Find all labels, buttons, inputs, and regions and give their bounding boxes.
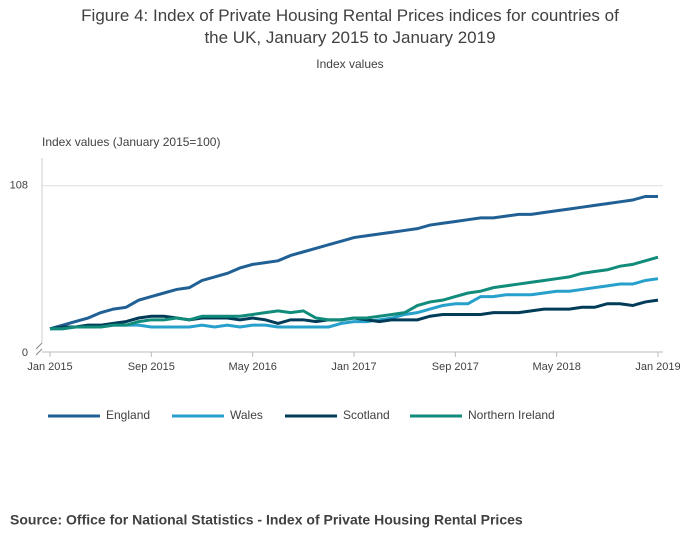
source: Source: Office for National Statistics -… <box>10 512 523 528</box>
axis-break <box>35 342 43 356</box>
chart-subtitle: Index values <box>316 57 383 71</box>
legend-label: Scotland <box>343 408 390 422</box>
legend-label: Wales <box>230 408 263 422</box>
legend-label: Northern Ireland <box>468 408 555 422</box>
line <box>50 277 659 331</box>
legend-label: England <box>106 408 150 422</box>
x-tick-label: Jan 2019 <box>635 361 680 373</box>
x-tick-label: May 2016 <box>229 361 277 373</box>
line <box>49 194 658 331</box>
x-tick-label: Jan 2017 <box>331 361 376 373</box>
x-tick-label: Sep 2017 <box>432 361 479 373</box>
x-tick-label: Jan 2015 <box>27 361 72 373</box>
x-tick-label: May 2018 <box>533 361 581 373</box>
line <box>50 255 659 331</box>
y-tick-label: 108 <box>10 180 28 192</box>
chart-title: Figure 4: Index of Private Housing Renta… <box>81 6 619 47</box>
y-axis-title: Index values (January 2015=100) <box>42 135 220 149</box>
x-tick-label: Sep 2015 <box>128 361 175 373</box>
y-break-label: 0 <box>22 347 28 359</box>
